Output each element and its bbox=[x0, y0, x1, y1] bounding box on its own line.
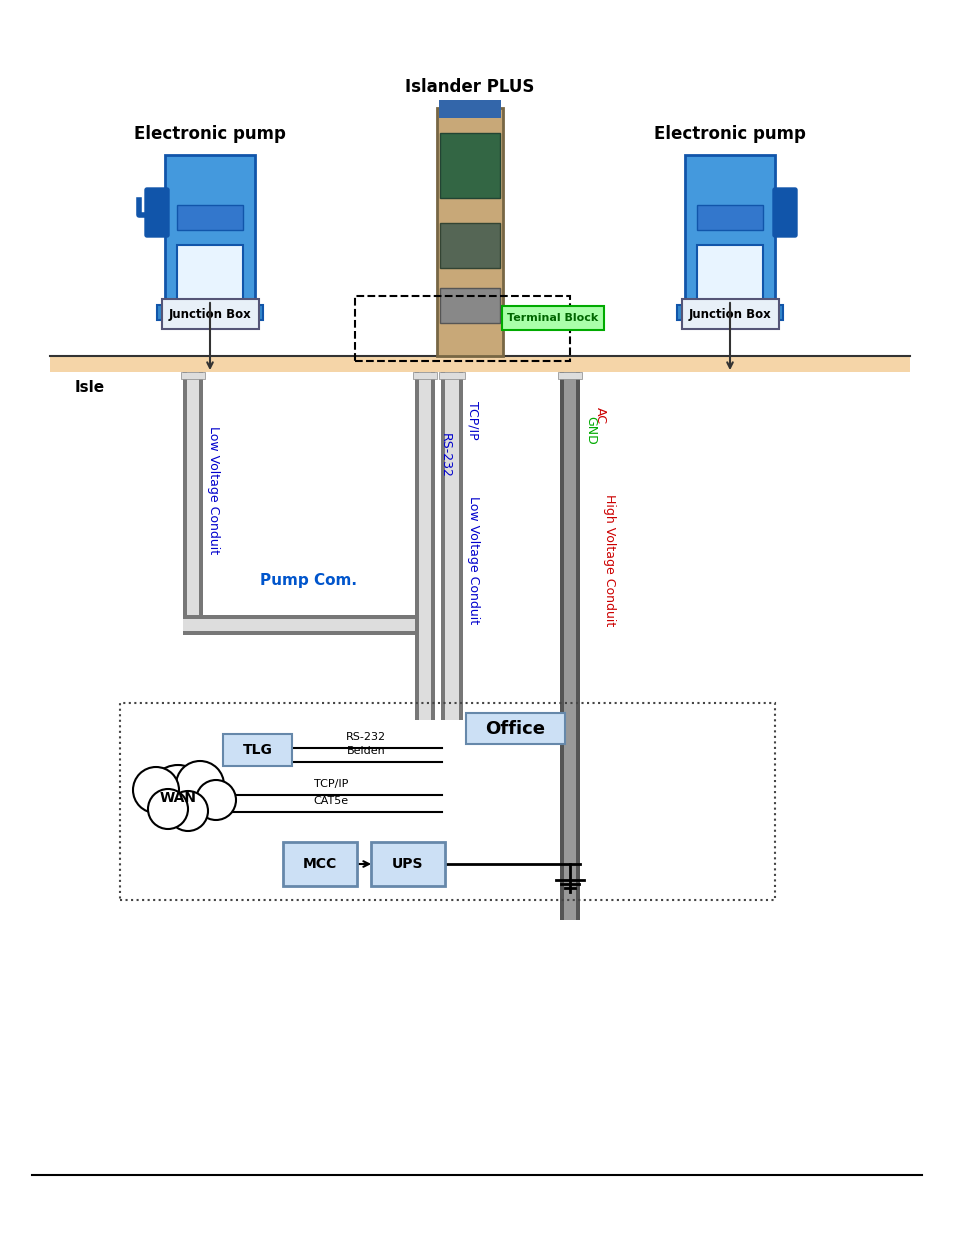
Text: GND: GND bbox=[583, 416, 597, 445]
Text: WAN: WAN bbox=[159, 790, 196, 805]
Bar bbox=[563, 372, 576, 920]
Bar bbox=[199, 372, 203, 625]
Text: Low Voltage Conduit: Low Voltage Conduit bbox=[467, 496, 479, 624]
Bar bbox=[183, 372, 187, 625]
FancyBboxPatch shape bbox=[145, 188, 169, 237]
Bar bbox=[431, 372, 435, 720]
Bar bbox=[120, 703, 774, 900]
Circle shape bbox=[168, 790, 208, 831]
Text: High Voltage Conduit: High Voltage Conduit bbox=[602, 494, 616, 626]
FancyBboxPatch shape bbox=[283, 842, 356, 885]
Bar bbox=[177, 205, 243, 230]
Bar bbox=[697, 245, 762, 300]
Text: MCC: MCC bbox=[302, 857, 336, 871]
Bar bbox=[439, 288, 499, 324]
FancyBboxPatch shape bbox=[371, 842, 444, 885]
Bar bbox=[438, 100, 500, 119]
FancyBboxPatch shape bbox=[681, 299, 779, 329]
Text: Pump Com.: Pump Com. bbox=[260, 573, 357, 588]
Bar bbox=[439, 224, 499, 268]
Text: UPS: UPS bbox=[392, 857, 423, 871]
Bar bbox=[183, 619, 415, 631]
FancyBboxPatch shape bbox=[465, 713, 564, 743]
FancyBboxPatch shape bbox=[165, 156, 254, 310]
Bar bbox=[183, 631, 415, 635]
Bar bbox=[439, 133, 499, 198]
Bar bbox=[559, 372, 563, 920]
Circle shape bbox=[175, 761, 224, 809]
Bar bbox=[415, 372, 418, 720]
Text: Isle: Isle bbox=[75, 380, 105, 395]
Bar bbox=[177, 245, 243, 300]
Text: Terminal Block: Terminal Block bbox=[507, 312, 598, 324]
Bar bbox=[355, 296, 569, 361]
Bar bbox=[183, 615, 415, 619]
Text: Office: Office bbox=[485, 720, 545, 737]
Bar bbox=[157, 305, 263, 320]
Text: Islander PLUS: Islander PLUS bbox=[405, 78, 534, 96]
Bar bbox=[50, 356, 909, 372]
Bar bbox=[438, 372, 464, 379]
Text: TCP/IP: TCP/IP bbox=[314, 779, 348, 789]
Bar bbox=[697, 205, 762, 230]
Bar bbox=[187, 372, 199, 625]
Bar bbox=[418, 372, 431, 720]
Bar bbox=[458, 372, 462, 720]
Text: RS-232: RS-232 bbox=[346, 732, 386, 742]
Bar bbox=[558, 372, 581, 379]
Bar bbox=[677, 305, 782, 320]
Text: CAT5e: CAT5e bbox=[314, 797, 348, 806]
Circle shape bbox=[148, 764, 208, 825]
Bar bbox=[440, 372, 445, 720]
Text: Belden: Belden bbox=[346, 746, 385, 756]
Bar bbox=[576, 372, 579, 920]
Bar bbox=[413, 372, 436, 379]
Circle shape bbox=[132, 767, 179, 813]
Text: Electronic pump: Electronic pump bbox=[654, 125, 805, 143]
FancyBboxPatch shape bbox=[501, 306, 603, 330]
Text: Electronic pump: Electronic pump bbox=[134, 125, 286, 143]
Text: Low Voltage Conduit: Low Voltage Conduit bbox=[207, 426, 220, 555]
Bar bbox=[445, 372, 458, 720]
Text: TCP/IP: TCP/IP bbox=[467, 400, 479, 440]
Text: AC: AC bbox=[594, 406, 606, 424]
FancyBboxPatch shape bbox=[772, 188, 796, 237]
Circle shape bbox=[148, 789, 188, 829]
FancyBboxPatch shape bbox=[223, 734, 292, 766]
FancyBboxPatch shape bbox=[684, 156, 774, 310]
Text: RS-232: RS-232 bbox=[438, 432, 452, 478]
Bar bbox=[181, 372, 205, 379]
Circle shape bbox=[195, 781, 235, 820]
Text: Junction Box: Junction Box bbox=[688, 308, 771, 321]
Text: Junction Box: Junction Box bbox=[169, 308, 252, 321]
Text: TLG: TLG bbox=[242, 743, 273, 757]
FancyBboxPatch shape bbox=[162, 299, 258, 329]
Bar bbox=[436, 107, 502, 356]
